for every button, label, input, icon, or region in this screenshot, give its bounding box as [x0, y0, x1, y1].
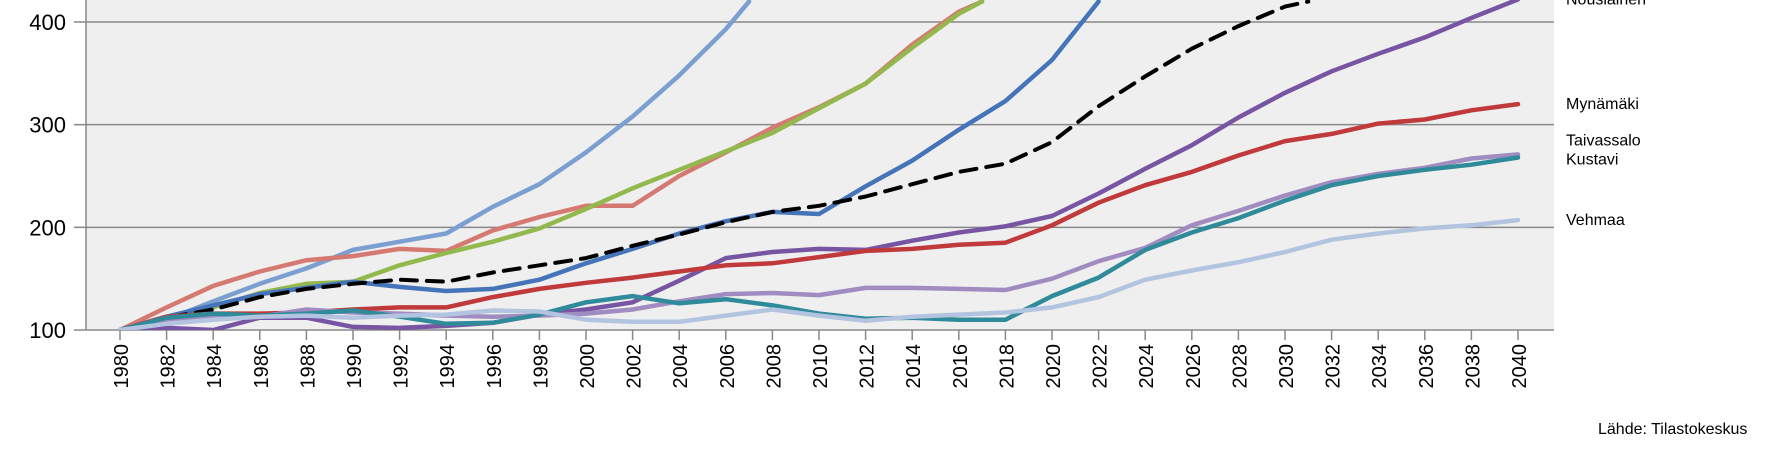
source-note: Lähde: Tilastokeskus	[1598, 421, 1747, 438]
x-tick-label: 2022	[1090, 344, 1112, 389]
x-tick-label: 2000	[577, 344, 599, 389]
x-tick-label: 2006	[717, 344, 739, 389]
x-tick-label: 1996	[484, 344, 506, 389]
x-tick-label: 2004	[670, 344, 692, 389]
series-line-unlabeled-4	[118, 0, 1311, 330]
series-label-nousiainen: Nousiainen	[1566, 0, 1646, 8]
x-tick-label: 1980	[111, 344, 133, 389]
x-tick-label: 2018	[996, 344, 1018, 389]
series-label-taivassalo: Taivassalo	[1566, 132, 1641, 149]
x-tick-label: 2036	[1416, 344, 1438, 389]
x-tick-label: 2010	[810, 344, 832, 389]
x-tick-label: 2032	[1323, 344, 1345, 389]
gridlines	[86, 21, 1554, 229]
x-tick-label: 2002	[624, 344, 646, 389]
x-tick-label: 2034	[1369, 344, 1391, 389]
x-tick-label: 1982	[158, 344, 180, 389]
x-tick-label: 2026	[1183, 344, 1205, 389]
y-tick-label: 100	[29, 318, 66, 343]
y-tick-label: 200	[29, 215, 66, 240]
series-line-vehmaa	[117, 217, 1521, 330]
series-line-nousiainen	[117, 0, 1521, 330]
x-tick-label: 1998	[530, 344, 552, 389]
plot-area	[86, 0, 1554, 330]
x-tick-label: 2038	[1462, 344, 1484, 389]
x-tick-label: 2016	[950, 344, 972, 389]
series-label-mynämäki: Mynämäki	[1566, 96, 1639, 113]
x-tick-label: 1988	[297, 344, 319, 389]
x-tick-label: 2008	[763, 344, 785, 389]
series-labels: Nousiainen Mynämäki Taivassalo Kustavi Vehma…	[1566, 0, 1646, 229]
x-tick-label: 2028	[1229, 344, 1251, 389]
x-tick-label: 2020	[1043, 344, 1065, 389]
x-tick-label: 2014	[903, 344, 925, 389]
x-tick-label: 2030	[1276, 344, 1298, 389]
x-tick-label: 2040	[1509, 344, 1531, 389]
x-tick-label: 1990	[344, 344, 366, 389]
x-tick-label: 2012	[857, 344, 879, 389]
series-label-kustavi: Kustavi	[1566, 152, 1618, 169]
x-tick-label: 1984	[204, 344, 226, 389]
x-tick-label: 1992	[391, 344, 413, 389]
series-label-vehmaa: Vehmaa	[1566, 212, 1625, 229]
x-tick-label: 1986	[251, 344, 273, 389]
y-tick-label: 400	[29, 10, 66, 35]
x-tick-label: 2024	[1136, 344, 1158, 389]
y-tick-label: 300	[29, 113, 66, 138]
series-line-unlabeled-0	[117, 0, 752, 330]
axes: 100 200 300 400 1980 1982 1984 1986 1988 1990 1992…	[29, 0, 1554, 389]
series-lines	[117, 0, 1521, 330]
x-tick-label: 1994	[437, 344, 459, 389]
